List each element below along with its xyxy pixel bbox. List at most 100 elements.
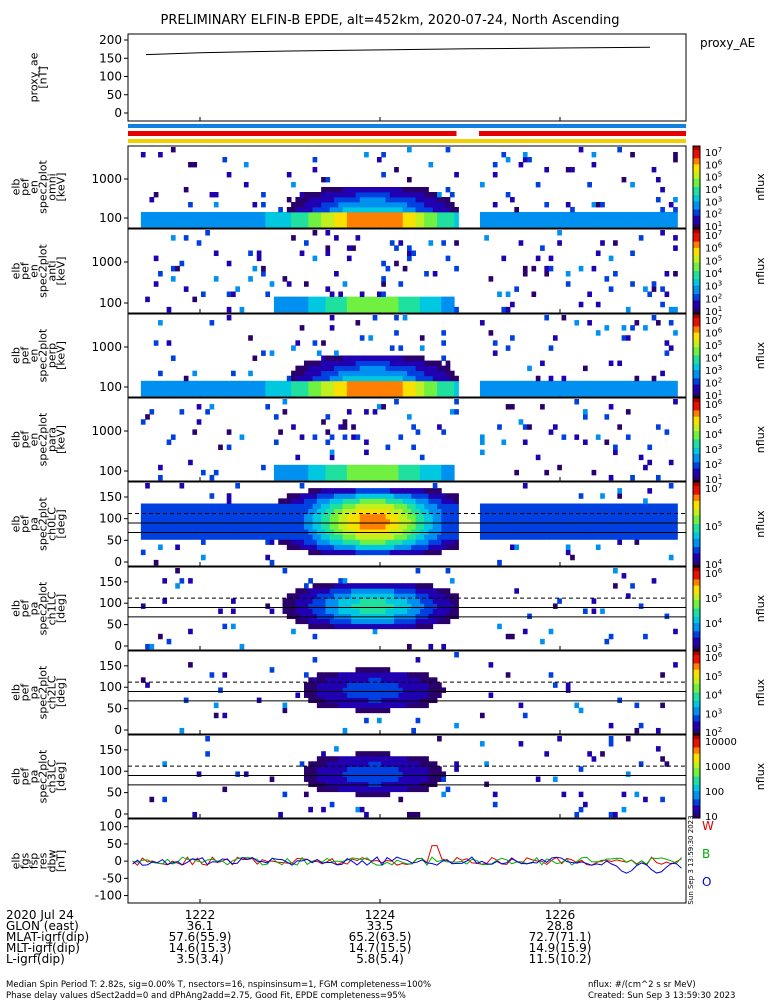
heatmap-cell	[312, 375, 318, 382]
heatmap-cell	[355, 306, 361, 313]
heatmap-cell	[415, 197, 421, 203]
heatmap-cell	[411, 776, 416, 782]
heatmap-cell	[445, 212, 451, 218]
heatmap-cell	[454, 544, 459, 551]
heatmap-cell	[510, 524, 515, 530]
colorbar-swatch	[693, 365, 700, 369]
heatmap-cell	[419, 776, 425, 782]
heatmap-cell	[424, 771, 429, 777]
heatmap-cell	[359, 301, 365, 308]
heatmap-cell	[321, 539, 326, 545]
heatmap-cell	[209, 385, 215, 392]
heatmap-cell	[389, 583, 395, 589]
heatmap-cell	[518, 162, 524, 168]
heatmap-cell	[445, 529, 451, 535]
heatmap-cell	[381, 677, 386, 683]
heatmap-cell	[308, 513, 313, 520]
heatmap-cell	[574, 399, 580, 405]
heatmap-cell	[329, 687, 335, 693]
heatmap-cell	[321, 192, 326, 198]
heatmap-cell	[664, 340, 670, 346]
heatmap-cell	[591, 265, 597, 272]
heatmap-cell	[643, 796, 648, 803]
heatmap-cell	[325, 776, 331, 782]
heatmap-cell	[303, 524, 309, 530]
heatmap-cell	[668, 385, 674, 392]
heatmap-cell	[338, 212, 344, 218]
heatmap-cell	[445, 469, 451, 476]
heatmap-cell	[376, 781, 382, 788]
heatmap-cell	[381, 524, 386, 530]
heatmap-cell	[411, 222, 416, 228]
heatmap-cell	[321, 508, 326, 515]
heatmap-cell	[239, 529, 245, 535]
heatmap-cell	[617, 488, 623, 494]
colorbar-tick-label: 105	[705, 413, 722, 426]
heatmap-cell	[355, 751, 361, 757]
heatmap-cell	[402, 529, 408, 535]
heatmap-cell	[445, 222, 451, 228]
heatmap-cell	[364, 766, 369, 772]
heatmap-cell	[432, 385, 438, 392]
heatmap-cell	[351, 618, 356, 625]
heatmap-cell	[432, 498, 438, 504]
heatmap-cell	[351, 192, 356, 198]
heatmap-cell	[437, 365, 442, 372]
heatmap-cell	[578, 529, 584, 535]
heatmap-cell	[359, 513, 365, 520]
colorbar-swatch	[693, 213, 700, 217]
heatmap-cell	[308, 697, 313, 704]
heatmap-cell	[269, 281, 275, 287]
panel-7-ytick-label: 50	[107, 702, 122, 716]
heatmap-cell	[351, 301, 356, 308]
heatmap-cell	[205, 751, 210, 757]
heatmap-cell	[372, 503, 378, 510]
heatmap-cell	[432, 380, 438, 387]
colorbar-swatch	[693, 427, 700, 430]
heatmap-cell	[376, 212, 382, 218]
heatmap-cell	[209, 212, 215, 218]
heatmap-cell	[381, 702, 386, 709]
heatmap-cell	[321, 672, 326, 678]
heatmap-cell	[376, 672, 382, 678]
heatmap-cell	[574, 702, 580, 709]
heatmap-cell	[402, 682, 408, 688]
heatmap-cell	[265, 539, 271, 545]
heatmap-cell	[407, 756, 412, 762]
heatmap-cell	[342, 498, 348, 504]
heatmap-cell	[527, 529, 532, 535]
heatmap-cell	[376, 549, 382, 556]
heatmap-cell	[376, 766, 382, 772]
heatmap-cell	[419, 187, 425, 193]
heatmap-cell	[514, 286, 519, 292]
heatmap-cell	[424, 603, 429, 609]
heatmap-cell	[303, 385, 309, 392]
heatmap-cell	[364, 192, 369, 198]
panel-8-ylabel-line: ch3LC	[46, 759, 59, 793]
heatmap-cell	[325, 370, 331, 377]
heatmap-cell	[269, 608, 275, 614]
colorbar-swatch	[693, 673, 700, 677]
colorbar-swatch	[693, 755, 700, 759]
heatmap-cell	[334, 355, 339, 361]
heatmap-cell	[329, 534, 335, 540]
heatmap-cell	[376, 508, 382, 515]
heatmap-cell	[428, 613, 434, 620]
colorbar-swatch	[693, 160, 700, 163]
heatmap-cell	[278, 207, 283, 213]
heatmap-cell	[445, 380, 451, 387]
heatmap-cell	[170, 222, 176, 228]
heatmap-cell	[355, 235, 361, 241]
colorbar-swatch	[693, 353, 700, 356]
heatmap-cell	[479, 320, 485, 326]
colorbar-swatch	[693, 420, 700, 424]
heatmap-cell	[321, 598, 326, 604]
heatmap-cell	[235, 513, 240, 520]
heatmap-cell	[527, 217, 532, 223]
heatmap-cell	[424, 761, 429, 767]
heatmap-cell	[342, 424, 348, 430]
heatmap-cell	[411, 197, 416, 203]
heatmap-cell	[222, 385, 228, 392]
heatmap-cell	[432, 529, 438, 535]
colorbar-swatch	[693, 429, 700, 432]
